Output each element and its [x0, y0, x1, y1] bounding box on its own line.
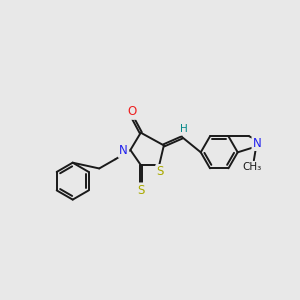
Text: CH₃: CH₃ — [242, 162, 261, 172]
Text: H: H — [180, 124, 187, 134]
Text: O: O — [127, 105, 136, 119]
Text: N: N — [253, 136, 262, 150]
Text: S: S — [137, 184, 145, 197]
Text: S: S — [157, 165, 164, 178]
Text: N: N — [119, 143, 128, 157]
